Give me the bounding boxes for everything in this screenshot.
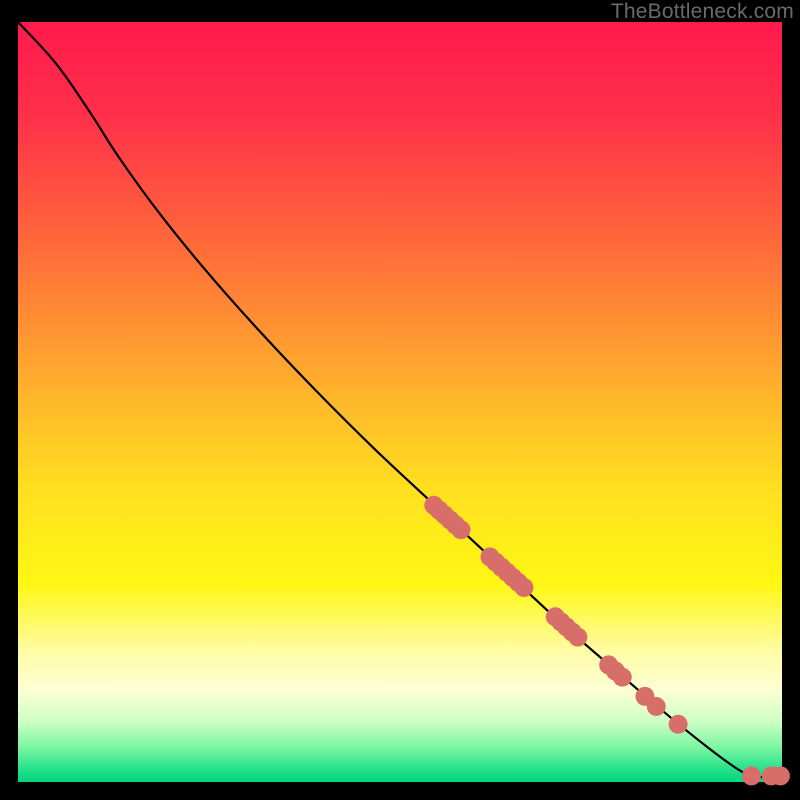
data-marker xyxy=(568,628,587,647)
data-marker xyxy=(451,520,470,539)
data-marker xyxy=(613,668,632,687)
data-marker xyxy=(771,766,790,785)
data-marker xyxy=(669,715,688,734)
watermark-text: TheBottleneck.com xyxy=(611,0,794,24)
data-marker xyxy=(647,697,666,716)
chart-root: TheBottleneck.com xyxy=(0,0,800,800)
gradient-plot-area xyxy=(18,22,782,782)
data-marker xyxy=(514,578,533,597)
data-marker xyxy=(742,766,761,785)
chart-svg xyxy=(0,0,800,800)
